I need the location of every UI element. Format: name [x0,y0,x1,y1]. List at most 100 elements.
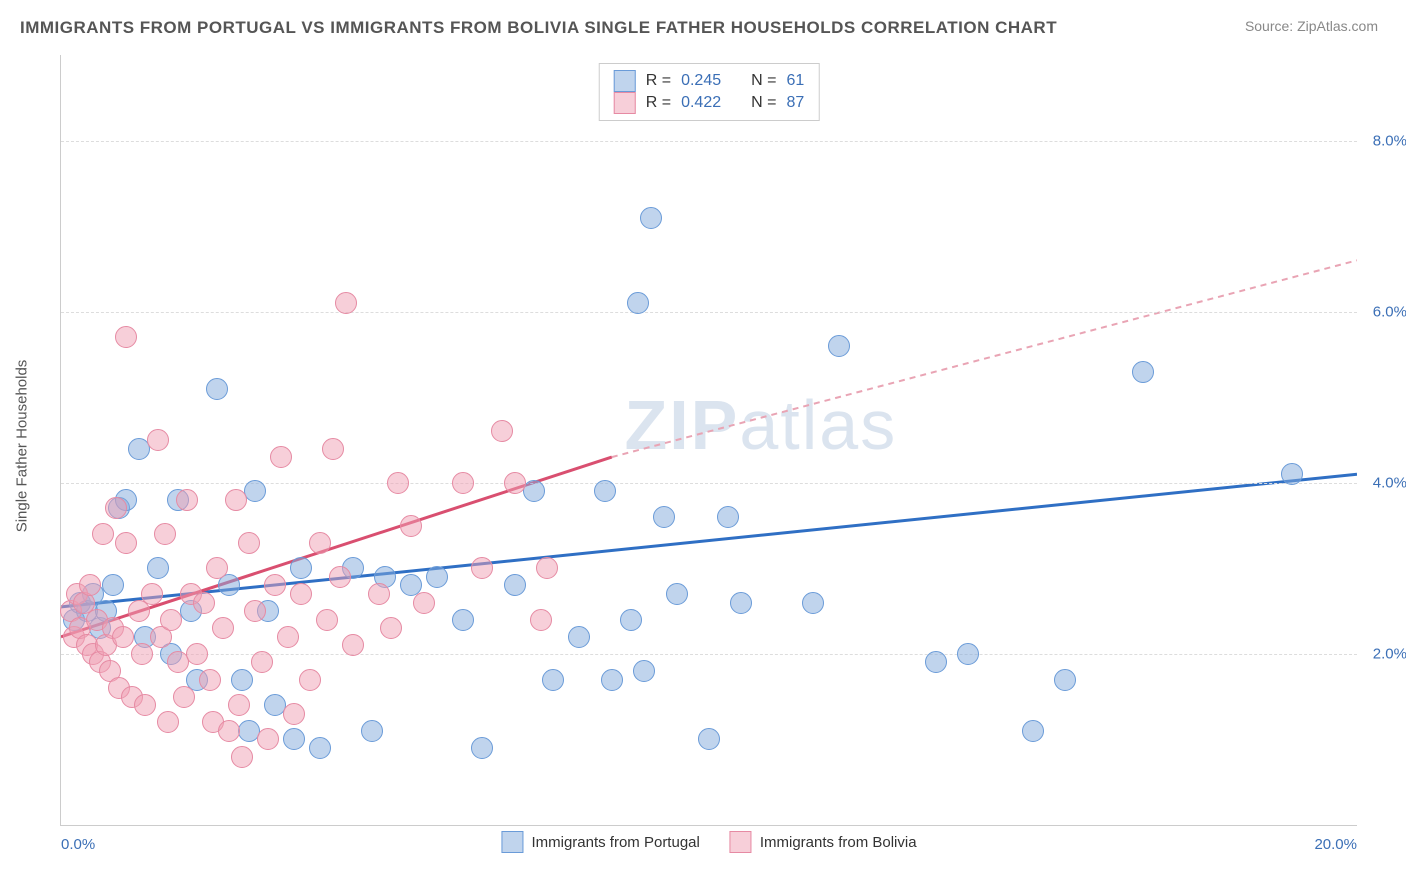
data-point-portugal [957,643,979,665]
data-point-bolivia [147,429,169,451]
legend-series: Immigrants from Portugal Immigrants from … [501,831,916,853]
gridline [61,141,1357,142]
data-point-portugal [426,566,448,588]
data-point-portugal [1281,463,1303,485]
data-point-bolivia [141,583,163,605]
data-point-portugal [147,557,169,579]
data-point-bolivia [504,472,526,494]
data-point-portugal [717,506,739,528]
data-point-bolivia [131,643,153,665]
data-point-portugal [504,574,526,596]
legend-label: Immigrants from Portugal [531,834,699,851]
y-tick-label: 2.0% [1362,645,1406,662]
data-point-portugal [620,609,642,631]
y-tick-label: 4.0% [1362,474,1406,491]
data-point-portugal [653,506,675,528]
n-value: 87 [786,94,804,112]
data-point-bolivia [257,728,279,750]
data-point-portugal [828,335,850,357]
data-point-bolivia [380,617,402,639]
legend-item: Immigrants from Portugal [501,831,699,853]
data-point-bolivia [342,634,364,656]
data-point-portugal [640,207,662,229]
data-point-bolivia [206,557,228,579]
y-axis-label: Single Father Households [14,360,31,533]
r-label: R = [646,72,671,90]
data-point-portugal [666,583,688,605]
data-point-portugal [1054,669,1076,691]
data-point-portugal [102,574,124,596]
chart-title: IMMIGRANTS FROM PORTUGAL VS IMMIGRANTS F… [20,18,1057,38]
data-point-bolivia [134,694,156,716]
data-point-portugal [1132,361,1154,383]
data-point-bolivia [154,523,176,545]
data-point-portugal [231,669,253,691]
data-point-portugal [471,737,493,759]
data-point-bolivia [92,523,114,545]
n-label: N = [751,72,776,90]
data-point-bolivia [115,326,137,348]
watermark: ZIPatlas [624,385,897,465]
n-value: 61 [786,72,804,90]
legend-stat-row: R = 0.245 N = 61 [614,70,805,92]
data-point-bolivia [536,557,558,579]
data-point-bolivia [176,489,198,511]
data-point-portugal [290,557,312,579]
legend-swatch [501,831,523,853]
data-point-bolivia [270,446,292,468]
y-tick-label: 8.0% [1362,132,1406,149]
data-point-bolivia [400,515,422,537]
data-point-bolivia [264,574,286,596]
data-point-portugal [568,626,590,648]
gridline [61,312,1357,313]
data-point-bolivia [186,643,208,665]
legend-stat-row: R =0.422N =87 [614,92,805,114]
data-point-portugal [244,480,266,502]
data-point-bolivia [316,609,338,631]
data-point-portugal [523,480,545,502]
data-point-bolivia [157,711,179,733]
watermark-bold: ZIP [624,386,739,464]
r-label: R = [646,94,671,112]
r-value: 0.245 [681,72,721,90]
data-point-bolivia [251,651,273,673]
data-point-bolivia [225,489,247,511]
data-point-bolivia [290,583,312,605]
data-point-bolivia [277,626,299,648]
data-point-portugal [802,592,824,614]
data-point-portugal [730,592,752,614]
data-point-bolivia [218,720,240,742]
legend-stats: R =0.245N =61R =0.422N =87 [599,63,820,121]
plot-area: ZIPatlas R =0.245N =61R =0.422N =87 Immi… [60,55,1357,826]
data-point-bolivia [244,600,266,622]
data-point-bolivia [309,532,331,554]
y-tick-label: 6.0% [1362,303,1406,320]
data-point-bolivia [173,686,195,708]
x-tick-min: 0.0% [61,836,95,853]
data-point-portugal [925,651,947,673]
legend-swatch [614,70,636,92]
data-point-bolivia [335,292,357,314]
data-point-portugal [601,669,623,691]
data-point-portugal [542,669,564,691]
data-point-portugal [283,728,305,750]
data-point-portugal [309,737,331,759]
data-point-portugal [1022,720,1044,742]
data-point-bolivia [160,609,182,631]
legend-item: Immigrants from Bolivia [730,831,917,853]
data-point-bolivia [299,669,321,691]
r-value: 0.422 [681,94,721,112]
data-point-bolivia [471,557,493,579]
data-point-bolivia [115,532,137,554]
legend-swatch [614,92,636,114]
data-point-bolivia [413,592,435,614]
data-point-bolivia [193,592,215,614]
data-point-bolivia [322,438,344,460]
data-point-bolivia [238,532,260,554]
data-point-bolivia [530,609,552,631]
data-point-portugal [452,609,474,631]
data-point-bolivia [491,420,513,442]
data-point-portugal [206,378,228,400]
legend-swatch [730,831,752,853]
data-point-bolivia [228,694,250,716]
